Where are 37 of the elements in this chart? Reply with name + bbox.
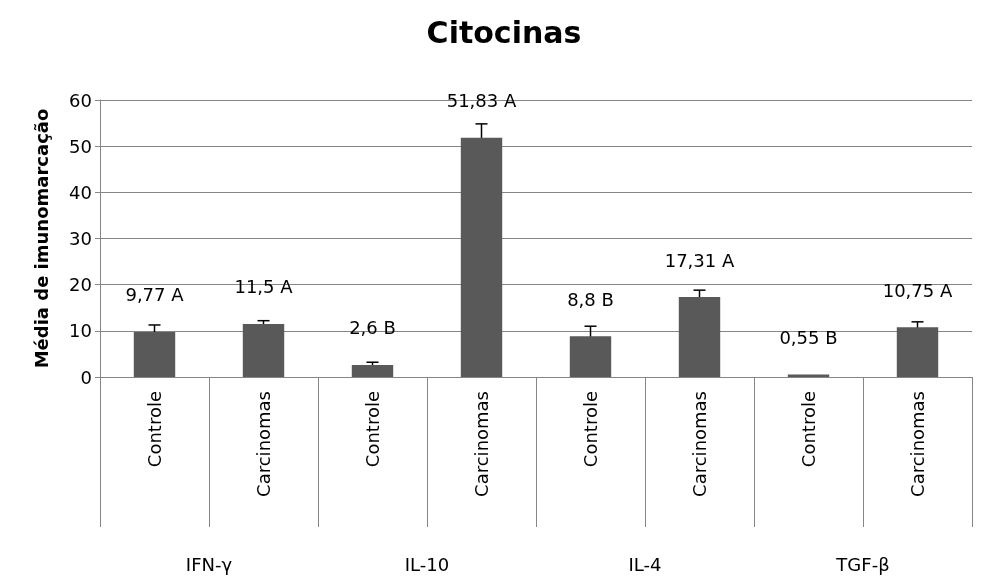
data-label: 9,77 A — [125, 284, 185, 306]
data-label: 10,75 A — [882, 279, 953, 301]
x-tick-label: Controle — [362, 391, 383, 468]
bar — [242, 323, 285, 377]
bar — [678, 297, 721, 377]
bar — [569, 336, 612, 377]
x-tick-label: Controle — [144, 391, 165, 468]
y-tick-label: 30 — [69, 228, 92, 249]
y-tick-label: 50 — [69, 135, 92, 157]
y-tick-label: 60 — [69, 89, 92, 111]
x-tick-label: Carcinomas — [471, 391, 492, 497]
x-tick-label: Carcinomas — [253, 391, 274, 497]
bar — [787, 374, 830, 377]
text: TGF-β — [835, 553, 890, 575]
x-tick-label: Controle — [580, 391, 601, 468]
data-label: 8,8 B — [567, 288, 614, 310]
y-axis-title: Média de imunomarcação — [30, 108, 52, 369]
y-tick-label: 40 — [69, 181, 92, 203]
data-label: 17,31 A — [664, 249, 735, 271]
y-tick-label: 0 — [80, 366, 92, 388]
y-tick-label: 20 — [69, 274, 92, 296]
bar — [460, 137, 503, 377]
text: IL-4 — [628, 553, 662, 575]
y-tick-label: 10 — [69, 320, 92, 342]
data-label: 2,6 B — [349, 317, 396, 339]
chart-title: Citocinas — [426, 14, 582, 50]
data-label: 51,83 A — [446, 90, 517, 112]
bar — [133, 331, 176, 377]
text: IL-10 — [404, 553, 450, 575]
x-tick-label: Carcinomas — [907, 391, 928, 497]
text: IFN-γ — [185, 553, 233, 575]
bar — [896, 327, 939, 377]
data-label: 0,55 B — [779, 326, 838, 348]
data-label: 11,5 A — [234, 276, 294, 298]
x-tick-label: Controle — [798, 391, 819, 468]
x-tick-label: Carcinomas — [689, 391, 710, 497]
bar — [351, 365, 394, 377]
